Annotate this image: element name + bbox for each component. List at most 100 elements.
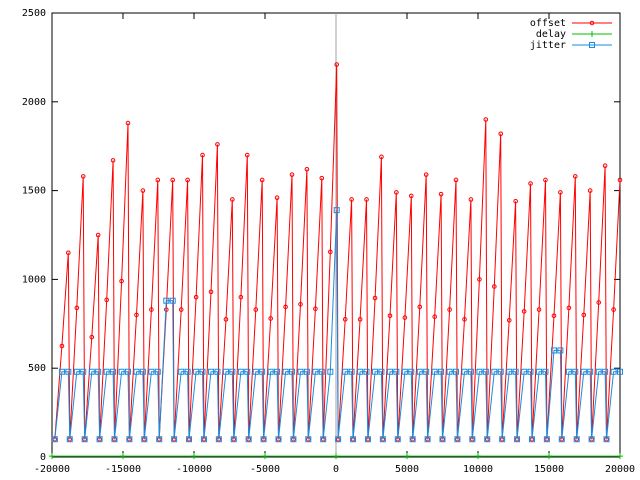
- point: [393, 368, 400, 375]
- point: [536, 368, 543, 375]
- point: [305, 436, 312, 443]
- point: [394, 436, 401, 443]
- point: [386, 368, 393, 375]
- point: [602, 163, 608, 169]
- point: [475, 453, 481, 460]
- point: [229, 368, 236, 375]
- point: [452, 368, 459, 375]
- point: [253, 307, 259, 312]
- point: [498, 131, 504, 137]
- point: [59, 343, 65, 349]
- point: [244, 152, 250, 158]
- point: [349, 197, 354, 202]
- point: [342, 368, 349, 375]
- point: [401, 368, 408, 375]
- point: [357, 317, 363, 322]
- point: [171, 436, 178, 443]
- point: [238, 294, 244, 300]
- point: [74, 305, 80, 311]
- point: [334, 62, 340, 67]
- point: [214, 368, 221, 375]
- point: [409, 436, 416, 443]
- point: [290, 436, 297, 443]
- point: [124, 368, 131, 375]
- x-tick-label: -15000: [105, 464, 141, 475]
- point: [163, 297, 170, 304]
- point: [154, 368, 161, 375]
- x-tick-label: 0: [333, 464, 339, 475]
- point: [588, 436, 595, 443]
- point: [215, 142, 220, 147]
- point: [521, 368, 528, 375]
- point: [333, 207, 340, 214]
- point: [431, 368, 438, 375]
- x-tick-label: -5000: [250, 464, 280, 475]
- point: [542, 368, 549, 375]
- point: [528, 436, 535, 443]
- point: [379, 154, 384, 160]
- point: [357, 368, 364, 375]
- point: [237, 368, 244, 375]
- point: [596, 300, 602, 305]
- point: [283, 304, 288, 310]
- point: [617, 177, 623, 183]
- point: [572, 368, 579, 375]
- point: [497, 368, 504, 375]
- point: [394, 190, 399, 195]
- point: [178, 368, 185, 375]
- point: [320, 436, 327, 443]
- point: [572, 174, 578, 179]
- point: [200, 152, 205, 158]
- point: [49, 453, 55, 460]
- legend-marker: [589, 31, 595, 37]
- point: [514, 436, 521, 443]
- point: [96, 436, 103, 443]
- point: [527, 368, 534, 375]
- x-tick-label: -10000: [176, 464, 212, 475]
- point: [118, 368, 125, 375]
- point: [184, 368, 191, 375]
- point: [467, 368, 474, 375]
- point: [298, 301, 303, 307]
- point: [462, 317, 467, 322]
- point: [178, 307, 184, 312]
- point: [506, 368, 513, 375]
- point: [566, 305, 572, 311]
- point: [73, 368, 80, 375]
- point: [611, 307, 616, 312]
- point: [110, 158, 116, 163]
- point: [499, 436, 506, 443]
- point: [95, 368, 102, 375]
- point: [110, 368, 117, 375]
- point: [259, 177, 265, 183]
- point: [274, 195, 280, 201]
- point: [223, 317, 229, 322]
- point: [364, 436, 371, 443]
- point: [438, 191, 444, 197]
- point: [319, 175, 325, 181]
- point: [199, 368, 206, 375]
- point: [193, 368, 200, 375]
- series-line: [54, 210, 620, 440]
- point: [169, 297, 176, 304]
- legend-label: jitter: [530, 40, 566, 51]
- point: [513, 198, 518, 204]
- point: [139, 368, 146, 375]
- y-tick-label: 1500: [22, 186, 46, 197]
- point: [119, 278, 124, 284]
- point: [387, 313, 393, 319]
- point: [350, 436, 357, 443]
- point: [149, 307, 154, 312]
- point: [51, 436, 58, 443]
- point: [512, 368, 519, 375]
- point: [259, 368, 266, 375]
- point: [170, 177, 175, 183]
- point: [491, 368, 498, 375]
- point: [312, 368, 319, 375]
- point: [483, 117, 489, 122]
- point: [282, 368, 289, 375]
- y-tick-label: 2000: [22, 97, 46, 108]
- point: [587, 188, 593, 193]
- point: [558, 190, 563, 195]
- point: [416, 368, 423, 375]
